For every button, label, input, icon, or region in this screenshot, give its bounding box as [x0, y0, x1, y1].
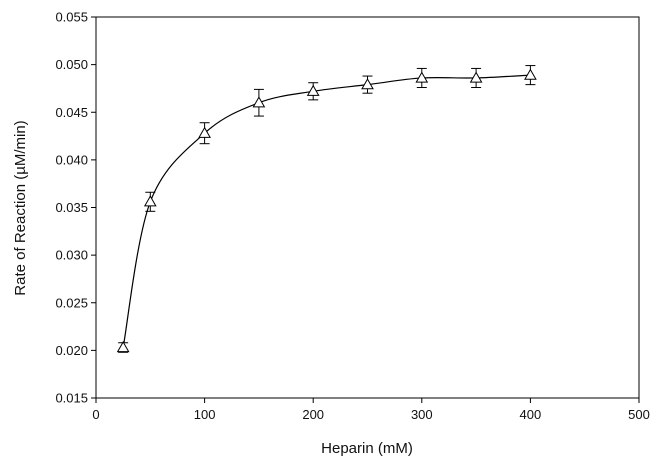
y-axis: 0.015 0.020 0.025 0.030 0.035 0.040 0.045 0.050…: [55, 10, 96, 406]
x-tick-label: 400: [520, 407, 542, 422]
x-tick-label: 200: [302, 407, 324, 422]
data-points: [116, 68, 537, 353]
data-point: [361, 78, 374, 90]
data-point: [415, 71, 429, 83]
x-axis: 0 100 200 300 400 500: [92, 398, 650, 422]
y-tick-label: 0.015: [55, 391, 88, 406]
y-tick-label: 0.035: [55, 200, 88, 215]
data-point: [306, 84, 320, 96]
data-point: [252, 96, 266, 108]
x-tick-label: 500: [628, 407, 650, 422]
y-tick-label: 0.055: [55, 10, 88, 25]
data-point: [469, 71, 483, 83]
y-tick-label: 0.020: [55, 343, 88, 358]
error-bars: [118, 65, 536, 353]
y-tick-label: 0.045: [55, 105, 88, 120]
plot-frame: [95, 16, 640, 399]
data-point: [116, 341, 130, 353]
y-axis-title: Rate of Reaction (µM/min): [12, 120, 29, 295]
y-tick-label: 0.030: [55, 248, 88, 263]
y-tick-label: 0.025: [55, 295, 88, 310]
x-tick-label: 0: [92, 407, 99, 422]
x-axis-title: Heparin (mM): [321, 440, 413, 457]
y-tick-label: 0.050: [55, 57, 88, 72]
y-tick-label: 0.040: [55, 152, 88, 167]
x-tick-label: 100: [194, 407, 216, 422]
data-point: [198, 126, 211, 138]
x-tick-label: 300: [411, 407, 433, 422]
data-point: [524, 68, 537, 80]
fit-curve: [122, 74, 531, 348]
data-point: [143, 195, 157, 207]
